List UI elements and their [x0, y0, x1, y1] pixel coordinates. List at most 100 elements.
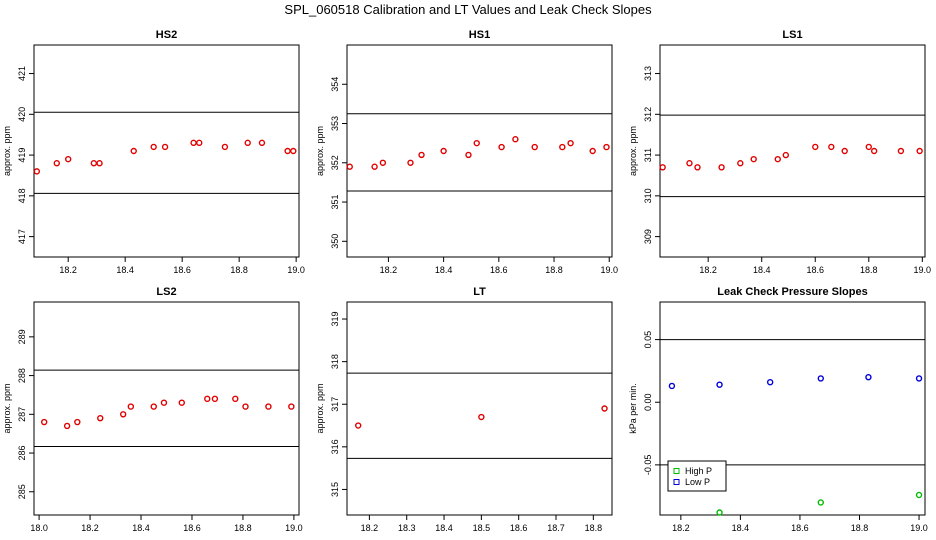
x-tick-label: 18.6: [183, 523, 201, 533]
panel-4: LS2 approx. ppm 18.0 18.2 18.4 18.6 18.8 19.0 28…: [2, 286, 303, 533]
data-point: [290, 147, 297, 155]
y-tick-label: 318: [330, 354, 340, 369]
x-tick-label: 18.8: [230, 265, 248, 275]
panel-title: HS2: [156, 29, 177, 41]
data-point: [258, 139, 266, 147]
x-tick-label: 18.8: [851, 523, 869, 533]
x-tick-label: 18.6: [806, 265, 824, 275]
y-tick-label: 311: [643, 148, 653, 162]
x-tick-label: 19.0: [285, 523, 303, 533]
data-point: [288, 403, 295, 410]
x-tick-label: 18.8: [860, 265, 878, 275]
y-axis-label: approx. ppm: [2, 383, 12, 433]
data-point: [127, 403, 135, 410]
x-tick-label: 18.7: [547, 523, 565, 533]
y-tick-label: 285: [17, 484, 27, 499]
data-point: [916, 147, 923, 155]
data-point: [96, 160, 103, 167]
data-point: [33, 168, 41, 175]
data-point: [559, 143, 566, 151]
x-tick-label: 18.6: [510, 523, 528, 533]
data-point: [668, 382, 676, 390]
data-point: [716, 509, 723, 516]
y-tick-label: 319: [330, 312, 340, 327]
data-point: [160, 399, 168, 406]
x-tick-label: 19.0: [914, 265, 932, 275]
panel-1: HS2 approx. ppm 18.2 18.4 18.6 18.8 19.0 417 418…: [2, 29, 305, 275]
data-point: [603, 143, 610, 151]
data-point: [211, 395, 219, 403]
x-tick-label: 18.4: [435, 523, 453, 533]
panel-title: LS1: [782, 29, 802, 41]
y-tick-label: 0.05: [643, 331, 653, 349]
x-tick-label: 18.2: [380, 265, 398, 275]
x-tick-label: 18.2: [361, 523, 379, 533]
y-axis-label: approx. ppm: [315, 383, 325, 433]
data-point: [130, 147, 137, 155]
panel-title: LT: [473, 286, 486, 298]
data-point: [190, 139, 197, 147]
panel-3: LS1 approx. ppm 18.2 18.4 18.6 18.8 19.0 309 310…: [628, 29, 931, 275]
data-point: [346, 163, 353, 170]
data-point: [40, 418, 48, 426]
series-1: [346, 136, 610, 170]
x-tick-label: 18.4: [732, 523, 750, 533]
legend-marker: [673, 468, 680, 474]
data-point: [601, 405, 608, 412]
data-point: [90, 160, 98, 167]
data-point: [817, 499, 824, 506]
data-point: [150, 403, 157, 410]
data-point: [74, 418, 81, 426]
data-point: [870, 147, 878, 155]
data-point: [244, 139, 251, 147]
y-tick-label: 310: [643, 188, 653, 203]
data-point: [473, 139, 480, 147]
data-point: [694, 164, 701, 171]
legend-label: High P: [685, 466, 712, 476]
data-point: [265, 403, 272, 410]
data-point: [204, 395, 211, 403]
data-point: [865, 373, 872, 381]
x-tick-label: 18.4: [753, 265, 771, 275]
series-1: [40, 395, 295, 430]
data-point: [915, 375, 923, 382]
data-point: [478, 413, 485, 421]
data-point: [782, 151, 790, 159]
y-tick-label: 417: [17, 229, 27, 244]
data-point: [407, 159, 414, 166]
panel-6: Leak Check Pressure Slopes kPa per min. 18…: [628, 286, 928, 533]
figure-title: SPL_060518 Calibration and LT Values and…: [284, 2, 652, 17]
data-point: [817, 375, 824, 382]
y-tick-label: 286: [17, 446, 27, 461]
panel-title: HS1: [469, 29, 490, 41]
data-point: [440, 147, 447, 155]
data-point: [567, 139, 574, 147]
y-tick-label: -0.05: [643, 455, 653, 476]
data-point: [828, 143, 835, 151]
data-point: [418, 151, 425, 159]
x-tick-label: 18.5: [473, 523, 491, 533]
data-point: [737, 160, 744, 167]
data-point: [589, 147, 596, 155]
y-tick-label: 313: [643, 66, 653, 81]
y-tick-label: 420: [17, 107, 27, 122]
y-tick-label: 353: [330, 116, 340, 131]
x-tick-label: 19.0: [287, 265, 305, 275]
data-point: [379, 159, 387, 166]
y-tick-label: 419: [17, 148, 27, 163]
data-point: [897, 147, 905, 155]
x-tick-label: 18.4: [132, 523, 150, 533]
data-point: [915, 491, 923, 499]
plot-frame: [346, 301, 613, 516]
x-tick-label: 19.0: [600, 265, 618, 275]
series-high-p: [716, 491, 923, 516]
plot-frame: [33, 44, 300, 258]
series-1: [659, 143, 923, 171]
data-point: [498, 143, 505, 151]
y-axis-label: approx. ppm: [2, 126, 12, 176]
x-tick-label: 18.4: [116, 265, 134, 275]
plot-frame: [346, 44, 613, 258]
legend-marker: [673, 479, 680, 485]
series-low-p: [668, 373, 923, 390]
